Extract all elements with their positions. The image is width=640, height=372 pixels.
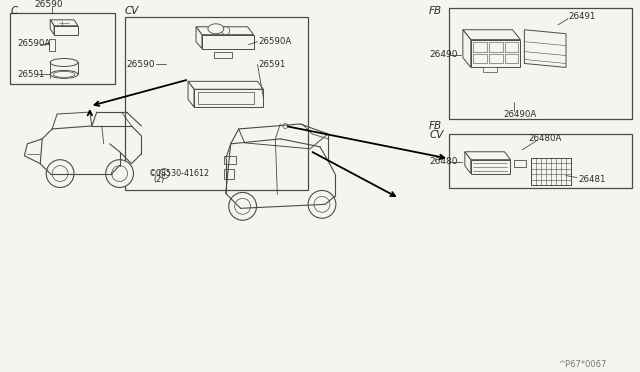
Bar bbox=[473, 54, 486, 64]
Circle shape bbox=[46, 160, 74, 187]
Bar bbox=[449, 134, 632, 189]
Circle shape bbox=[52, 166, 68, 182]
Circle shape bbox=[159, 169, 169, 179]
Text: ©08530-41612: ©08530-41612 bbox=[149, 169, 211, 178]
Ellipse shape bbox=[53, 71, 75, 77]
Circle shape bbox=[111, 166, 127, 182]
Bar bbox=[531, 158, 571, 186]
Polygon shape bbox=[50, 20, 54, 35]
Ellipse shape bbox=[208, 24, 224, 34]
Ellipse shape bbox=[50, 70, 78, 78]
Text: 26480: 26480 bbox=[429, 157, 458, 166]
Polygon shape bbox=[465, 152, 471, 174]
Bar bbox=[504, 54, 518, 64]
Bar bbox=[489, 42, 502, 52]
Polygon shape bbox=[196, 27, 253, 35]
Text: (2): (2) bbox=[154, 175, 164, 184]
Circle shape bbox=[314, 196, 330, 212]
Polygon shape bbox=[515, 160, 526, 167]
Ellipse shape bbox=[50, 58, 78, 67]
Text: 26590A: 26590A bbox=[259, 37, 292, 46]
Bar bbox=[198, 92, 253, 104]
Polygon shape bbox=[471, 160, 511, 174]
Text: 26480A: 26480A bbox=[529, 134, 562, 143]
Text: 26490: 26490 bbox=[429, 50, 458, 59]
Text: 26590A: 26590A bbox=[17, 39, 51, 48]
Circle shape bbox=[283, 124, 288, 128]
Bar bbox=[504, 42, 518, 52]
Text: 26591: 26591 bbox=[259, 60, 286, 69]
Polygon shape bbox=[202, 35, 253, 49]
Text: 26590: 26590 bbox=[35, 0, 63, 9]
Text: FB: FB bbox=[429, 121, 442, 131]
Bar bbox=[449, 8, 632, 119]
Text: 26491: 26491 bbox=[568, 12, 595, 21]
Text: 26481: 26481 bbox=[578, 175, 605, 184]
Text: 26591: 26591 bbox=[17, 70, 45, 79]
Text: CV: CV bbox=[429, 130, 444, 140]
Bar bbox=[473, 42, 486, 52]
Polygon shape bbox=[524, 30, 566, 67]
Polygon shape bbox=[471, 40, 520, 67]
Bar bbox=[489, 54, 502, 64]
Circle shape bbox=[235, 198, 250, 214]
Polygon shape bbox=[214, 52, 232, 58]
Polygon shape bbox=[465, 152, 511, 160]
Circle shape bbox=[222, 27, 230, 35]
Polygon shape bbox=[196, 27, 202, 49]
Polygon shape bbox=[194, 89, 264, 107]
Text: ^P67*0067: ^P67*0067 bbox=[558, 360, 607, 369]
Circle shape bbox=[228, 192, 257, 220]
Polygon shape bbox=[463, 30, 520, 40]
Polygon shape bbox=[49, 39, 55, 51]
Text: C: C bbox=[10, 6, 18, 16]
Bar bbox=[224, 156, 236, 164]
Text: 26490A: 26490A bbox=[504, 110, 537, 119]
Polygon shape bbox=[188, 81, 264, 89]
Circle shape bbox=[106, 160, 134, 187]
Bar bbox=[125, 17, 308, 190]
Circle shape bbox=[308, 190, 336, 218]
Text: FB: FB bbox=[429, 6, 442, 16]
Polygon shape bbox=[54, 26, 78, 35]
Polygon shape bbox=[463, 30, 471, 67]
Polygon shape bbox=[483, 67, 497, 73]
Polygon shape bbox=[50, 20, 78, 26]
Text: CV: CV bbox=[125, 6, 139, 16]
Bar bbox=[224, 169, 234, 179]
Text: 26590: 26590 bbox=[127, 60, 155, 69]
Bar bbox=[10, 13, 115, 84]
Polygon shape bbox=[188, 81, 194, 107]
